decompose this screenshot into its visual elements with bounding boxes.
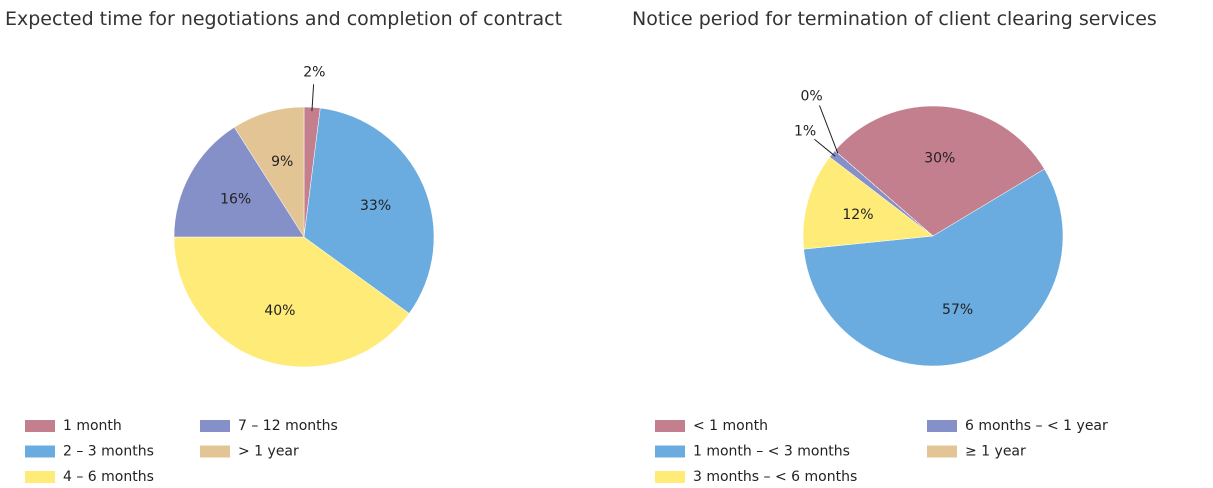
legend-label: 1 month – < 3 months bbox=[693, 444, 850, 460]
slice-label: 0% bbox=[801, 88, 823, 104]
legend-swatch bbox=[25, 445, 55, 458]
slice-label: 12% bbox=[842, 207, 873, 223]
leader-line bbox=[311, 84, 315, 112]
legend-label: 4 – 6 months bbox=[63, 469, 154, 485]
legend-label: > 1 year bbox=[238, 444, 299, 460]
legend-label: < 1 month bbox=[693, 418, 768, 434]
legend-label: 6 months – < 1 year bbox=[965, 418, 1108, 434]
slice-label: 9% bbox=[271, 154, 293, 170]
slice-label: 1% bbox=[794, 124, 816, 140]
legend-label: 1 month bbox=[63, 418, 122, 434]
pie-slice bbox=[802, 156, 934, 250]
chart-title: Expected time for negotiations and compl… bbox=[5, 8, 563, 30]
pie-slice bbox=[803, 168, 1064, 367]
pie-slice bbox=[303, 107, 435, 314]
legend-swatch bbox=[927, 445, 957, 458]
chart-title: Notice period for termination of client … bbox=[632, 8, 1157, 30]
legend-swatch bbox=[927, 420, 957, 432]
leader-line bbox=[819, 105, 839, 154]
leader-line bbox=[814, 138, 836, 157]
legend-swatch bbox=[655, 420, 685, 432]
slice-label: 16% bbox=[220, 191, 251, 207]
pie-slice bbox=[173, 236, 410, 368]
pie-slice bbox=[173, 126, 305, 238]
legend-label: ≥ 1 year bbox=[965, 444, 1026, 460]
pie-slice bbox=[834, 105, 1045, 237]
legend-swatch bbox=[655, 471, 685, 483]
slice-label: 57% bbox=[942, 302, 973, 318]
pie-slice bbox=[233, 106, 305, 238]
slice-label: 2% bbox=[303, 64, 325, 80]
legend-swatch bbox=[25, 420, 55, 432]
legend-swatch bbox=[655, 445, 685, 458]
legend-swatch bbox=[25, 471, 55, 483]
slice-label: 33% bbox=[360, 198, 391, 214]
slice-label: 40% bbox=[264, 303, 295, 319]
legend-swatch bbox=[200, 445, 230, 458]
legend-label: 2 – 3 months bbox=[63, 444, 154, 460]
legend-swatch bbox=[200, 420, 230, 432]
legend-label: 7 – 12 months bbox=[238, 418, 338, 434]
legend-label: 3 months – < 6 months bbox=[693, 469, 857, 485]
slice-label: 30% bbox=[924, 150, 955, 166]
